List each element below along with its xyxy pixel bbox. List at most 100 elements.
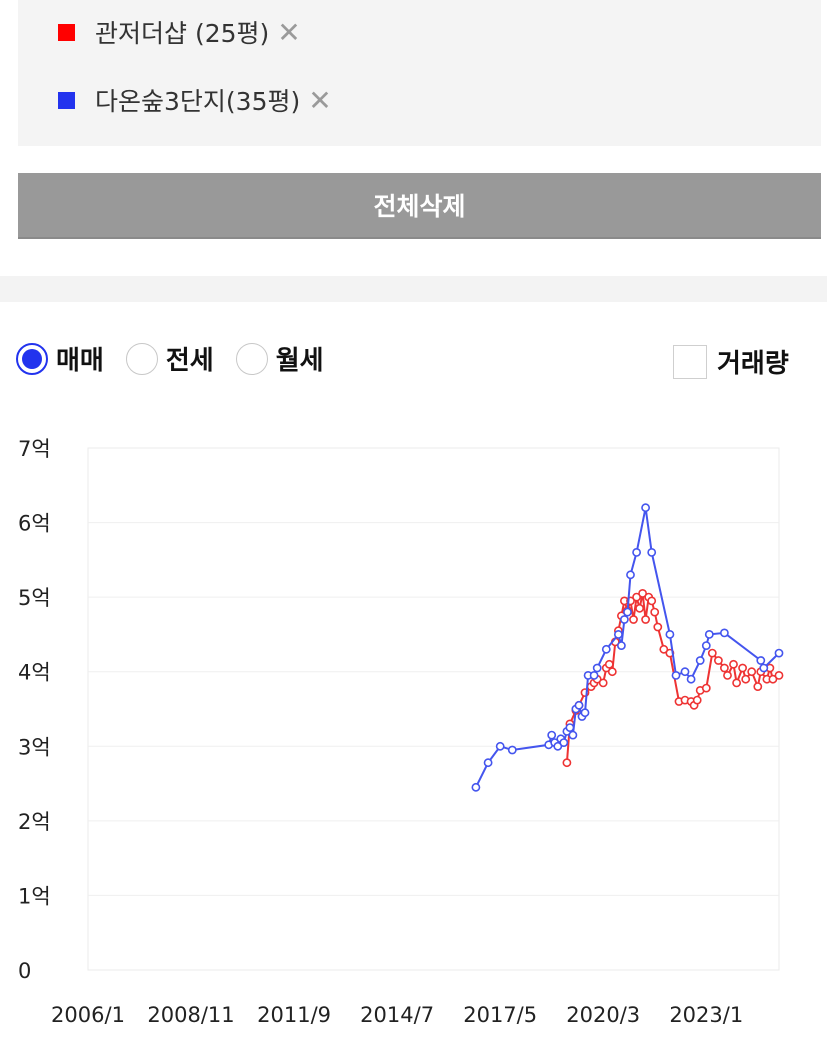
series-0-point [629,615,638,624]
series-1-point [756,656,766,665]
x-tick-label: 2020/3 [566,1003,640,1027]
series-0-point [774,670,784,680]
series-1-point [701,641,711,650]
volume-checkbox[interactable] [673,344,707,379]
series-1-point [553,741,563,751]
plot-area [87,447,780,971]
series-1-point [671,670,681,680]
series-0-point [562,758,572,768]
series-0-point [714,656,723,665]
y-tick-label: 7억 [18,437,51,461]
y-tick-label: 4억 [18,661,51,685]
series-1-point [592,663,602,673]
series-0-point [723,670,732,680]
series-0-point [732,678,741,688]
series-1-point [626,570,635,580]
remove-icon[interactable]: ✕ [308,83,332,117]
series-1-point [641,503,650,513]
series-0-point [607,667,617,677]
series-0-point [647,596,657,606]
radio-label: 월세 [275,346,324,376]
series-0-point [638,588,647,598]
series-1-point [483,758,493,768]
series-0-point [753,682,763,691]
y-tick-label: 1억 [18,884,51,908]
series-1-point [686,674,696,684]
y-tick-label: 5억 [18,586,51,610]
radio-circle [125,342,158,375]
series-0-point [707,648,717,658]
series-1-point [695,656,705,665]
series-1-point [774,648,784,658]
series-0-point [635,603,644,613]
compare-item-0: 관저더샵 (25평) ✕ [58,14,301,50]
y-tick-label: 0 [18,959,31,983]
series-0-point [641,615,650,624]
compare-item-label: 관저더샵 (25평) [95,19,270,48]
x-tick-label: 2017/5 [463,1003,537,1027]
y-tick-label: 2억 [18,810,51,834]
radio-circle [235,342,268,375]
compare-item-label: 다온숲3단지(35평) [95,87,301,116]
series-1-point [601,644,611,654]
radio-circle [16,342,48,375]
x-tick-label: 2014/7 [360,1003,434,1027]
series-1-point [589,670,599,680]
series-0-point [720,663,729,673]
series-0-point [653,622,663,632]
volume-label: 거래량 [717,349,789,379]
remove-icon[interactable]: ✕ [277,15,301,49]
x-tick-label: 2008/11 [147,1003,234,1027]
series-1-point [614,629,623,639]
series-1-point [565,723,575,732]
radio-jeonse[interactable]: 전세 [125,340,214,377]
series-1-point [680,667,690,677]
radio-label: 매매 [56,346,104,376]
series-1-point [495,741,505,751]
series-1-point [547,730,557,740]
x-tick-label: 2011/9 [257,1003,331,1027]
series-0-point [604,659,614,669]
series-0-point [701,683,711,693]
y-tick-label: 6억 [18,512,51,536]
volume-toggle[interactable]: 거래량 [673,343,789,380]
radio-label: 전세 [165,346,214,376]
series-1-point [507,745,517,755]
series-color-swatch [58,23,75,41]
series-1-point [568,730,578,740]
x-tick-label: 2006/1 [51,1003,125,1027]
series-1-point [580,708,590,718]
trade-type-selector: 매매 전세 월세 [16,340,346,377]
series-0-point [729,659,738,669]
series-0-point [741,674,751,684]
series-1-point [617,641,626,650]
price-chart: 0 1억 2억 3억 4억 5억 6억 7억 2006/1 2008/11 2011/9 2014/7… [18,437,784,1027]
series-1-point [632,547,641,557]
series-1-point [620,615,629,624]
series-0-point [632,592,641,602]
series-color-swatch [58,91,75,109]
compare-list-panel: 관저더샵 (25평) ✕ 다온숲3단지(35평) ✕ [18,0,821,146]
series-0-point [747,667,757,677]
radio-sale[interactable]: 매매 [16,340,104,377]
series-1-point [720,628,729,638]
series-0-point [659,644,669,654]
series-0-point [768,674,778,684]
series-1-point [704,629,714,639]
series-1-point [623,607,632,617]
series-1-point [647,547,657,557]
series-0-point [738,663,747,673]
series-1-point [471,782,481,792]
delete-all-button[interactable]: 전체삭제 [18,173,821,239]
compare-item-1: 다온숲3단지(35평) ✕ [58,82,332,118]
series-1-point [574,700,584,710]
x-tick-label: 2023/1 [669,1003,743,1027]
y-tick-label: 3억 [18,735,51,759]
radio-monthly-rent[interactable]: 월세 [235,340,324,377]
series-0-point [650,607,660,617]
series-1-point [559,738,569,747]
series-1-point [759,663,769,673]
section-divider [0,276,827,302]
series-0-point [598,678,608,688]
series-0-point [692,695,702,705]
